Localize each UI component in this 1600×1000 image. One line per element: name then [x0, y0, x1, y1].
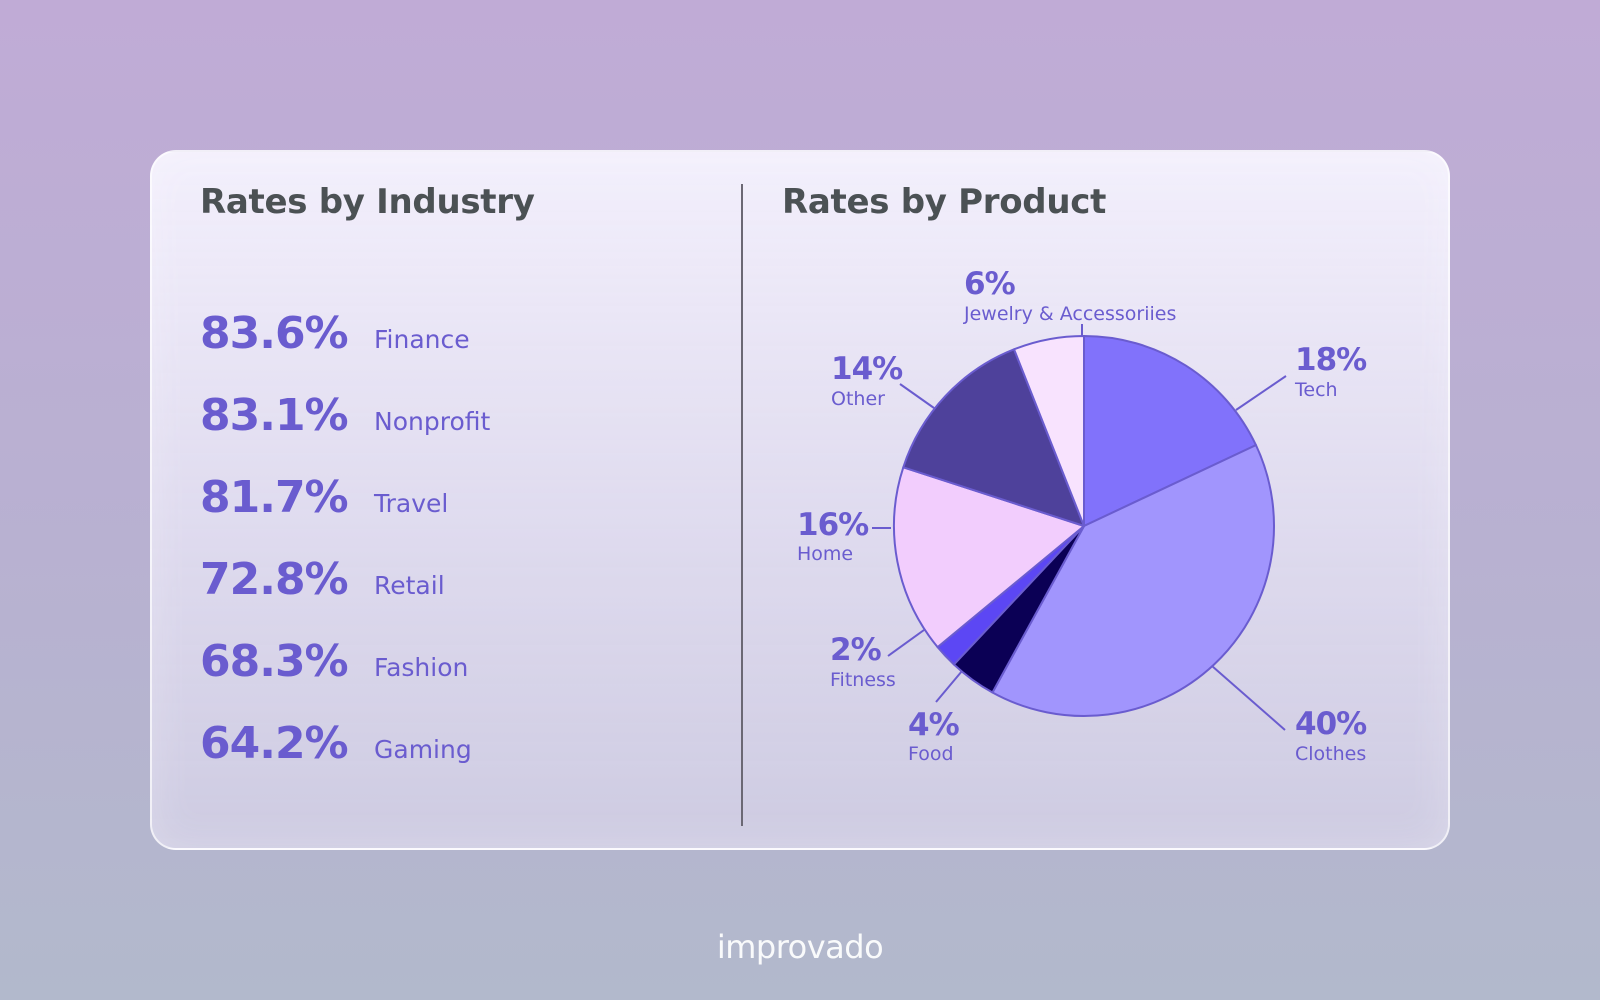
industry-row-retail: 72.8% Retail: [200, 538, 700, 620]
slice-percent-label: 6%: [964, 266, 1016, 302]
industry-name: Retail: [374, 570, 445, 600]
industry-row-finance: 83.6% Finance: [200, 292, 700, 374]
industry-row-fashion: 68.3% Fashion: [200, 620, 700, 702]
industry-name: Gaming: [374, 734, 472, 764]
pie-slice-other: [902, 348, 1085, 527]
industry-rate-value: 83.1%: [200, 389, 349, 441]
industry-name: Fashion: [374, 652, 469, 682]
industry-name: Nonprofit: [374, 406, 491, 436]
slice-percent-label: 2%: [830, 632, 882, 668]
improvado-logo: improvado: [716, 928, 884, 966]
industry-list: 83.6% Finance 83.1% Nonprofit 81.7% Trav…: [200, 292, 700, 784]
pie-slice-clothes: [991, 444, 1275, 717]
product-panel-title: Rates by Product: [782, 182, 1107, 222]
pie-slice-jewelry-accessoriies: [1013, 335, 1085, 527]
pie-slices: [893, 335, 1275, 717]
slice-name-label: Food: [908, 743, 954, 765]
slice-percent-label: 16%: [797, 507, 869, 543]
panel-divider: [741, 184, 743, 826]
leader-line: [935, 670, 963, 703]
industry-name: Travel: [374, 488, 449, 518]
industry-rate-value: 83.6%: [200, 307, 349, 359]
industry-row-gaming: 64.2% Gaming: [200, 702, 700, 784]
slice-name-label: Fitness: [830, 669, 896, 691]
industry-rate-value: 72.8%: [200, 553, 349, 605]
industry-row-nonprofit: 83.1% Nonprofit: [200, 374, 700, 456]
industry-name: Finance: [374, 324, 470, 354]
slice-percent-label: 18%: [1295, 342, 1367, 378]
pie-slice-tech: [1083, 335, 1257, 527]
leader-line: [899, 383, 935, 409]
pie-leader-lines: [872, 324, 1287, 731]
industry-rate-value: 64.2%: [200, 717, 349, 769]
pie-slice-home: [893, 466, 1085, 649]
rates-card: Rates by Industry 83.6% Finance 83.1% No…: [150, 150, 1450, 850]
leader-line: [1211, 665, 1286, 731]
slice-name-label: Tech: [1294, 379, 1338, 401]
industry-rate-value: 68.3%: [200, 635, 349, 687]
industry-row-travel: 81.7% Travel: [200, 456, 700, 538]
leader-line: [1235, 375, 1287, 411]
industry-panel-title: Rates by Industry: [200, 182, 535, 222]
slice-percent-label: 4%: [908, 707, 960, 743]
slice-name-label: Other: [831, 388, 885, 410]
slice-percent-label: 40%: [1295, 706, 1367, 742]
product-pie-chart: 18%Tech 40%Clothes 4%Food 2%Fitness 16%Home 1…: [797, 266, 1368, 765]
slice-name-label: Home: [797, 543, 853, 565]
slice-percent-label: 14%: [831, 351, 903, 387]
slice-name-label: Clothes: [1295, 743, 1366, 765]
leader-line: [887, 629, 925, 657]
slice-name-label: Jewelry & Accessoriies: [963, 303, 1176, 325]
pie-labels: 18%Tech 40%Clothes 4%Food 2%Fitness 16%Home 1…: [797, 266, 1368, 765]
industry-rate-value: 81.7%: [200, 471, 349, 523]
